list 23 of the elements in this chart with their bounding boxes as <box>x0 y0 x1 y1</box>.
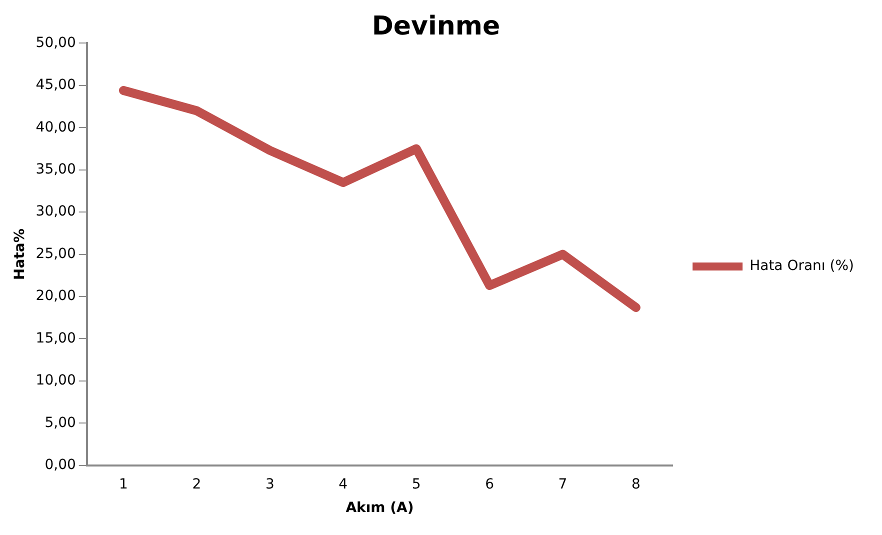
x-tick-label: 8 <box>632 476 640 492</box>
y-tick-label: 45,00 <box>36 77 76 94</box>
x-tick-label: 7 <box>558 476 568 492</box>
x-tick-label: 3 <box>265 476 274 492</box>
chart-title: Devinme <box>372 11 500 42</box>
x-tick-label: 4 <box>338 476 348 492</box>
y-tick-label: 0,00 <box>44 457 76 474</box>
y-tick-label: 35,00 <box>36 162 76 178</box>
x-axis-title: Akım (A) <box>346 500 414 516</box>
legend-label: Hata Oranı (%) <box>750 258 854 274</box>
y-tick-label: 20,00 <box>36 288 76 304</box>
x-tick-label: 5 <box>412 476 421 492</box>
y-tick-label: 5,00 <box>44 414 76 431</box>
y-tick-label: 25,00 <box>36 246 76 262</box>
y-tick-label: 10,00 <box>36 372 76 389</box>
y-tick-label: 15,00 <box>36 330 76 346</box>
x-tick-label: 2 <box>192 476 202 492</box>
y-tick-label: 30,00 <box>36 204 76 220</box>
x-tick-label: 1 <box>119 476 128 492</box>
y-tick-label: 50,00 <box>36 34 76 51</box>
y-axis-title: Hata% <box>12 228 28 280</box>
x-tick-label: 6 <box>485 476 494 492</box>
y-tick-label: 40,00 <box>36 119 76 136</box>
